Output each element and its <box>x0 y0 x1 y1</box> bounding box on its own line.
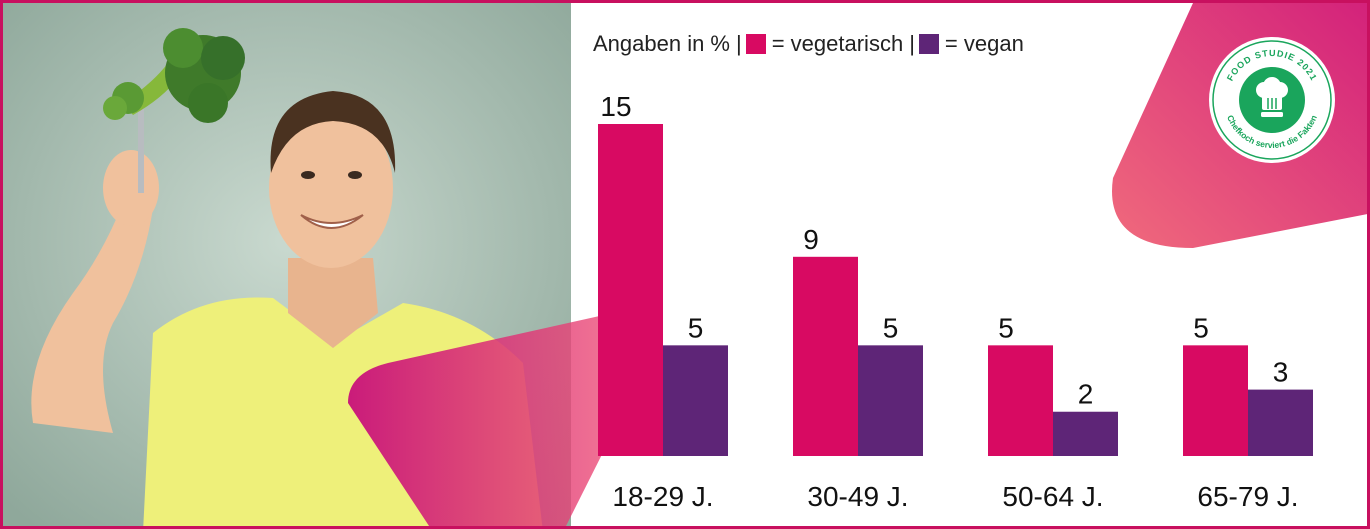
data-label-vegan-3: 2 <box>1078 379 1094 410</box>
decor-shape-bottom <box>348 312 655 526</box>
legend: Angaben in % | = vegetarisch | = vegan <box>593 31 1024 57</box>
bar-vegetarisch-4 <box>1183 345 1248 456</box>
legend-swatch-vegetarisch <box>745 34 766 54</box>
category-label-2: 30-49 J. <box>807 481 908 512</box>
bar-vegetarisch-2 <box>793 256 858 456</box>
legend-swatch-vegan <box>918 34 939 54</box>
legend-prefix: Angaben in % <box>593 31 730 56</box>
badge-graphic: FOOD STUDIE 2021 Chefkoch serviert die F… <box>1209 37 1335 163</box>
bars-group: 15 5 18-29 J. 9 5 30-49 J. 5 2 50-64 J. 5 3 65-79 J… <box>598 91 1313 512</box>
data-label-vegetarisch-3: 5 <box>998 312 1014 343</box>
bar-vegan-4 <box>1248 389 1313 456</box>
legend-label-vegan: = vegan <box>944 31 1024 56</box>
bar-vegetarisch-1 <box>598 124 663 456</box>
bar-vegan-2 <box>858 345 923 456</box>
data-label-vegetarisch-1: 15 <box>600 91 631 122</box>
bar-chart: 15 5 18-29 J. 9 5 30-49 J. 5 2 50-64 J. 5 3 65-79 J… <box>348 3 1367 526</box>
legend-label-vegetarisch: = vegetarisch <box>771 31 904 56</box>
bar-vegetarisch-3 <box>988 345 1053 456</box>
legend-separator: | <box>736 31 742 56</box>
food-studie-badge: FOOD STUDIE 2021 Chefkoch serviert die F… <box>1208 36 1336 164</box>
bar-vegan-3 <box>1053 411 1118 456</box>
data-label-vegetarisch-2: 9 <box>803 224 819 255</box>
data-label-vegan-4: 3 <box>1273 357 1289 388</box>
data-label-vegan-2: 5 <box>883 312 899 343</box>
category-label-3: 50-64 J. <box>1002 481 1103 512</box>
category-label-4: 65-79 J. <box>1197 481 1298 512</box>
legend-separator: | <box>909 31 915 56</box>
chef-hat-icon <box>1256 77 1288 117</box>
data-label-vegetarisch-4: 5 <box>1193 312 1209 343</box>
category-label-1: 18-29 J. <box>612 481 713 512</box>
bar-vegan-1 <box>663 345 728 456</box>
data-label-vegan-1: 5 <box>688 312 704 343</box>
